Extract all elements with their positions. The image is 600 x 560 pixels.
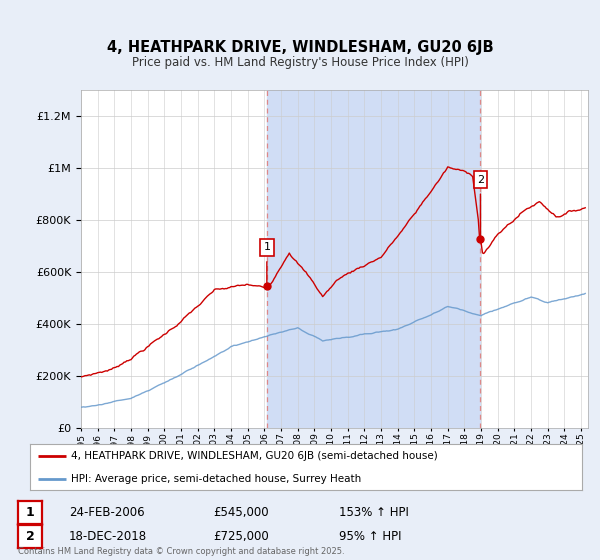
Text: £545,000: £545,000 [213, 506, 269, 519]
Bar [267, 90, 481, 428]
Text: 2: 2 [477, 175, 484, 184]
Text: 2: 2 [26, 530, 34, 543]
Text: 1: 1 [263, 242, 271, 252]
Text: 4, HEATHPARK DRIVE, WINDLESHAM, GU20 6JB (semi-detached house): 4, HEATHPARK DRIVE, WINDLESHAM, GU20 6JB… [71, 451, 438, 461]
Text: 95% ↑ HPI: 95% ↑ HPI [339, 530, 401, 543]
Text: 153% ↑ HPI: 153% ↑ HPI [339, 506, 409, 519]
Text: £725,000: £725,000 [213, 530, 269, 543]
Text: 4, HEATHPARK DRIVE, WINDLESHAM, GU20 6JB: 4, HEATHPARK DRIVE, WINDLESHAM, GU20 6JB [107, 40, 493, 55]
Text: 24-FEB-2006: 24-FEB-2006 [69, 506, 145, 519]
Text: Contains HM Land Registry data © Crown copyright and database right 2025.: Contains HM Land Registry data © Crown c… [18, 547, 344, 556]
Text: 1: 1 [26, 506, 34, 519]
Text: 18-DEC-2018: 18-DEC-2018 [69, 530, 147, 543]
Text: HPI: Average price, semi-detached house, Surrey Heath: HPI: Average price, semi-detached house,… [71, 474, 362, 484]
Text: Price paid vs. HM Land Registry's House Price Index (HPI): Price paid vs. HM Land Registry's House … [131, 56, 469, 69]
